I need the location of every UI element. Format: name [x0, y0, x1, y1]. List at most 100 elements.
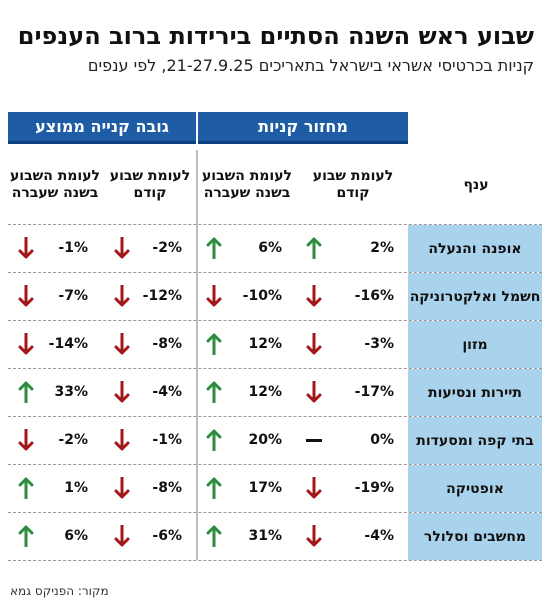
arrow-down-icon: [18, 429, 34, 451]
arrow-down-icon: [114, 477, 130, 499]
source-note: מקור: הפניקס גמא: [10, 584, 109, 598]
arrow-up-icon: [206, 237, 222, 259]
col-header-volume-prev-week: לעומת שבוע קודם: [312, 168, 394, 201]
chart-title: שבוע ראש השנה הסתיים בירידות ברוב הענפים: [17, 22, 534, 50]
table-cell: -4%: [104, 368, 196, 416]
arrow-up-icon: [18, 381, 34, 403]
table-cell: -6%: [104, 512, 196, 560]
row-divider: [8, 368, 542, 369]
table-cell: -14%: [8, 320, 102, 368]
cell-value: -12%: [142, 288, 182, 304]
cell-value: 12%: [248, 336, 282, 352]
table-cell: -8%: [104, 320, 196, 368]
table-cell: -1%: [8, 224, 102, 272]
table-cell: 31%: [196, 512, 296, 560]
arrow-up-icon: [206, 429, 222, 451]
arrow-down-icon: [18, 333, 34, 355]
cell-value: 0%: [370, 432, 394, 448]
arrow-down-icon: [114, 285, 130, 307]
cell-value: 20%: [248, 432, 282, 448]
cell-value: -7%: [58, 288, 88, 304]
group-separator: [196, 150, 198, 560]
table-cell: 1%: [8, 464, 102, 512]
arrow-down-icon: [114, 525, 130, 547]
table-cell: 0%: [296, 416, 408, 464]
row-divider: [8, 416, 542, 417]
cell-value: -2%: [152, 240, 182, 256]
group-header-purchase-volume: מחזור קניות: [198, 112, 408, 144]
table-cell: -16%: [296, 272, 408, 320]
table-cell: 17%: [196, 464, 296, 512]
table-cell: -12%: [104, 272, 196, 320]
table-cell: -19%: [296, 464, 408, 512]
table-cell: 12%: [196, 320, 296, 368]
arrow-down-icon: [306, 525, 322, 547]
row-divider: [8, 560, 542, 561]
sector-column-header: ענף: [463, 177, 489, 193]
sector-label: בתי קפה ומסעדות: [408, 417, 542, 464]
table-cell: 6%: [196, 224, 296, 272]
cell-value: -17%: [354, 384, 394, 400]
arrow-down-icon: [114, 237, 130, 259]
arrow-up-icon: [206, 381, 222, 403]
cell-value: 6%: [64, 528, 88, 544]
cell-value: 6%: [258, 240, 282, 256]
sector-label: תיירות ונסיעות: [408, 369, 542, 416]
arrow-down-icon: [306, 333, 322, 355]
cell-value: -19%: [354, 480, 394, 496]
cell-value: -3%: [364, 336, 394, 352]
row-divider: [8, 464, 542, 465]
table-cell: 33%: [8, 368, 102, 416]
table-cell: -4%: [296, 512, 408, 560]
table-cell: -10%: [196, 272, 296, 320]
cell-value: -2%: [58, 432, 88, 448]
table-cell: -3%: [296, 320, 408, 368]
col-header-volume-last-year: לעומת השבוע בשנה שעברה: [201, 168, 293, 201]
cell-value: 2%: [370, 240, 394, 256]
arrow-up-icon: [306, 237, 322, 259]
arrow-down-icon: [306, 381, 322, 403]
sector-label: אופטיקה: [408, 465, 542, 512]
col-header-avg-last-year: לעומת השבוע בשנה שעברה: [9, 168, 101, 201]
table-cell: -17%: [296, 368, 408, 416]
cell-value: -8%: [152, 480, 182, 496]
table-cell: -8%: [104, 464, 196, 512]
arrow-down-icon: [114, 333, 130, 355]
cell-value: -10%: [242, 288, 282, 304]
arrow-down-icon: [114, 381, 130, 403]
col-header-avg-prev-week: לעומת שבוע קודם: [109, 168, 191, 201]
table-cell: -1%: [104, 416, 196, 464]
cell-value: -8%: [152, 336, 182, 352]
row-divider: [8, 272, 542, 273]
cell-value: 12%: [248, 384, 282, 400]
row-divider: [8, 512, 542, 513]
chart-subtitle: קניות בכרטיסי אשראי בישראל בתאריכים 21-2…: [87, 56, 534, 75]
arrow-down-icon: [18, 285, 34, 307]
arrow-down-icon: [18, 237, 34, 259]
sector-label: אופנה והנעלה: [408, 225, 542, 272]
cell-value: -1%: [152, 432, 182, 448]
cell-value: -14%: [48, 336, 88, 352]
table-cell: -7%: [8, 272, 102, 320]
table-cell: -2%: [8, 416, 102, 464]
arrow-up-icon: [18, 525, 34, 547]
cell-value: -1%: [58, 240, 88, 256]
sector-label: מחשבים וסלולר: [408, 513, 542, 560]
arrow-down-icon: [306, 477, 322, 499]
cell-value: 31%: [248, 528, 282, 544]
sector-label: חשמל ואלקטרוניקה: [408, 273, 542, 320]
flat-dash-icon: [306, 439, 322, 442]
cell-value: -4%: [152, 384, 182, 400]
arrow-up-icon: [206, 477, 222, 499]
arrow-down-icon: [206, 285, 222, 307]
table-cell: 20%: [196, 416, 296, 464]
arrow-up-icon: [206, 333, 222, 355]
row-divider: [8, 320, 542, 321]
cell-value: 1%: [64, 480, 88, 496]
cell-value: 33%: [54, 384, 88, 400]
sector-label: מזון: [408, 321, 542, 368]
cell-value: -4%: [364, 528, 394, 544]
table-cell: 12%: [196, 368, 296, 416]
row-divider: [8, 224, 542, 225]
cell-value: -16%: [354, 288, 394, 304]
